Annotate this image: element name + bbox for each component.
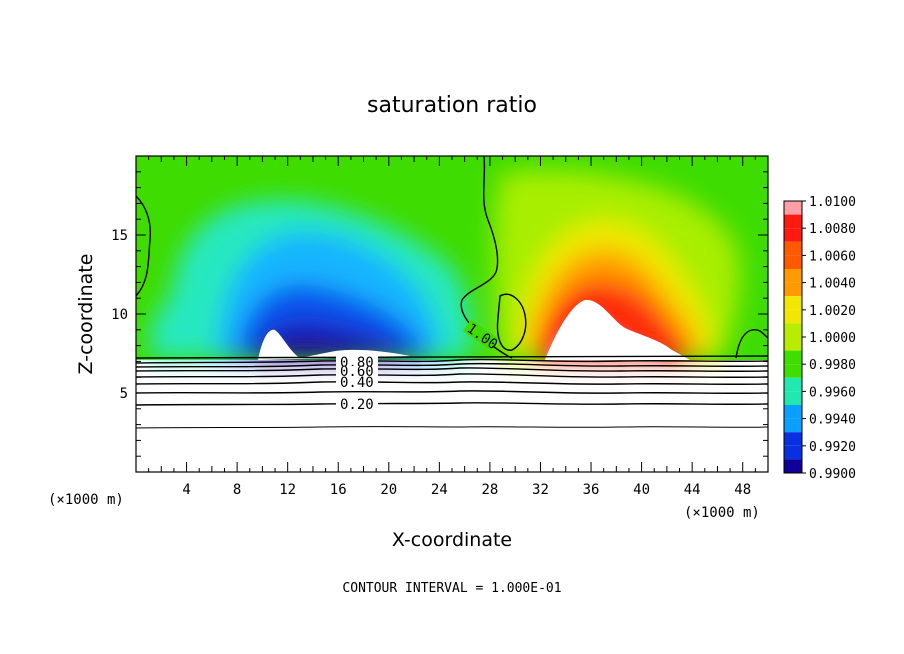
terrain-bump-left [258,329,410,360]
colorbar-label: 0.9900 [809,467,856,482]
colorbar-label: 0.9960 [809,385,856,400]
contour-0-50 [136,373,768,378]
colorbar-label: 0.9940 [809,413,856,428]
contour-0-80 [136,355,768,359]
x-tick-label: 20 [380,482,397,498]
y-axis-ticks: 5 10 15 [111,171,768,457]
colorbar-band [784,432,802,446]
y-tick-label: 15 [111,228,128,244]
saturation-field [136,156,768,360]
x-axis-ticks: 4 8 12 16 20 24 28 32 36 40 44 48 [148,156,756,498]
colorbar-band [784,445,802,460]
x-unit-left: (×1000 m) [48,492,124,508]
chart-title: saturation ratio [367,93,537,118]
colorbar-label: 1.0080 [809,222,856,237]
colorbar-band [784,418,802,433]
x-tick-label: 36 [583,482,600,498]
x-tick-label: 28 [481,482,498,498]
colorbar-label: 1.0000 [809,331,856,346]
colorbar-label: 1.0100 [809,195,856,210]
colorbar-label: 1.0040 [809,277,856,292]
colorbar-band [784,323,802,337]
contour-labels: 1.00 0.80 0.60 0.40 0.20 [336,319,500,413]
x-tick-label: 48 [734,482,751,498]
contour-0-40 [136,381,768,385]
colorbar-band [784,337,802,351]
colorbar-band [784,350,802,365]
contour-1-00-loop [496,293,527,351]
colorbar-label: 1.0020 [809,304,856,319]
colorbar-band [784,282,802,297]
x-tick-label: 32 [532,482,549,498]
colorbar-band [784,241,802,256]
colorbar-band [784,201,802,215]
contour-1-00-leftedge [136,195,152,297]
colorbar-band [784,214,802,229]
x-axis-label: X-coordinate [392,529,512,551]
contour-0-10 [136,426,768,429]
colorbar: 1.0100 1.0080 1.0060 1.0040 1.0020 1.0000 0.99… [783,195,856,482]
contour-0-30 [136,390,768,394]
contour-0-75 [136,358,768,364]
colorbar-band [784,255,802,269]
contour-lines [136,156,768,429]
colorbar-band [784,296,802,310]
contour-0-70 [136,362,768,368]
contour-label-0-20: 0.20 [340,397,374,413]
contour-1-00-rightedge [735,328,768,359]
contour-label-0-40: 0.40 [340,375,374,391]
colorbar-band [784,269,802,283]
colorbar-band [784,364,802,378]
colorbar-band [784,309,802,324]
plot-area: 1.00 0.80 0.60 0.40 0.20 [136,156,768,472]
colorbar-band [784,228,802,242]
y-tick-label: 5 [120,386,128,402]
x-tick-label: 40 [633,482,650,498]
contour-interval-note: CONTOUR INTERVAL = 1.000E-01 [342,581,561,596]
x-tick-label: 16 [330,482,347,498]
x-tick-label: 24 [431,482,448,498]
x-tick-label: 8 [233,482,241,498]
colorbar-label: 0.9980 [809,358,856,373]
x-tick-label: 12 [279,482,296,498]
colorbar-band [784,377,802,392]
contour-0-60 [136,367,768,372]
x-tick-label: 4 [182,482,190,498]
colorbar-band [784,459,802,473]
terrain-bump-right [545,299,690,360]
x-unit-right: (×1000 m) [684,505,760,521]
colorbar-label: 0.9920 [809,440,856,455]
colorbar-label: 1.0060 [809,249,856,264]
y-axis-label: Z-coordinate [75,254,97,375]
y-tick-label: 10 [111,307,128,323]
x-tick-label: 44 [684,482,701,498]
colorbar-band [784,405,802,419]
colorbar-band [784,391,802,405]
contour-0-20 [136,402,768,406]
